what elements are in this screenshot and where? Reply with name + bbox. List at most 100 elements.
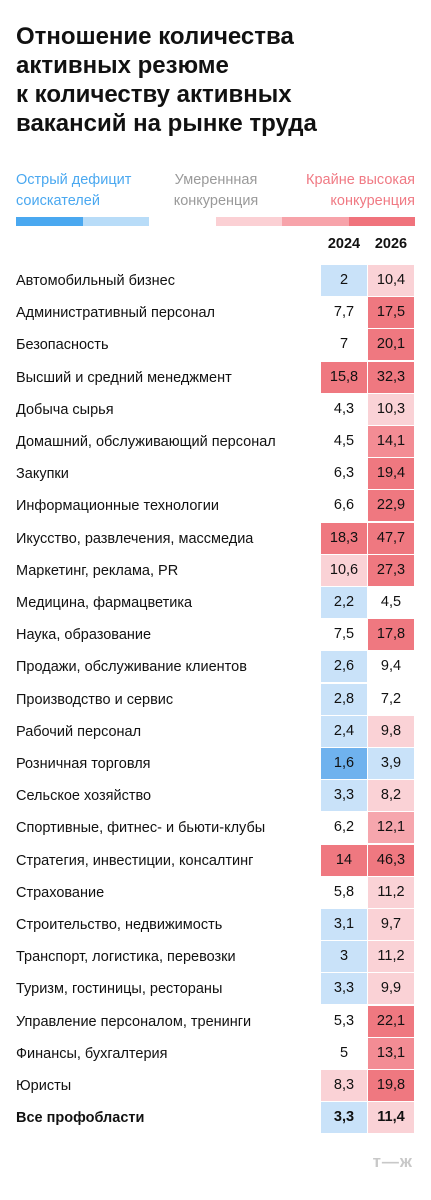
cell: 7,7 <box>321 297 367 329</box>
row-label: Добыча сырья <box>16 401 114 418</box>
cell: 2,2 <box>321 587 367 618</box>
cell: 18,3 <box>321 522 367 554</box>
legend-bar-segment <box>149 217 216 226</box>
row-label: Все профобласти <box>16 1110 145 1127</box>
cell: 5,8 <box>321 876 367 908</box>
row-label: Маркетинг, реклама, PR <box>16 562 179 579</box>
logo: т—ж <box>372 1152 413 1171</box>
cell: 14,1 <box>368 426 414 457</box>
cell: 6,2 <box>321 812 367 844</box>
cell: 19,4 <box>368 458 414 490</box>
row-label: Финансы, бухгалтерия <box>16 1045 168 1062</box>
title-line: Отношение количества <box>16 23 294 50</box>
cell: 7 <box>321 329 367 361</box>
cell: 3 <box>321 941 367 973</box>
cell: 20,1 <box>368 329 414 361</box>
cell: 47,7 <box>368 522 414 554</box>
cell: 4,5 <box>368 587 414 618</box>
row-label: Административный персонал <box>16 305 215 322</box>
row-label: Строительство, недвижимость <box>16 917 223 933</box>
cell: 3,3 <box>321 1102 367 1134</box>
legend-label: соискателей <box>16 193 100 209</box>
legend-label: конкуренция <box>173 193 259 209</box>
cell: 17,8 <box>368 619 414 651</box>
cell: 10,3 <box>368 393 414 425</box>
cell: 10,4 <box>368 265 414 296</box>
cell: 13,1 <box>368 1037 414 1069</box>
row-label: Домашний, обслуживающий персонал <box>16 434 276 450</box>
cell: 2,4 <box>321 715 367 747</box>
row-label: Информационные технологии <box>16 498 219 515</box>
row-label: Транспорт, логистика, перевозки <box>16 949 236 966</box>
row-label: Страхование <box>16 884 105 901</box>
legend-label: Умереннная <box>174 172 258 188</box>
cell: 5,3 <box>321 1005 367 1037</box>
cell: 14 <box>321 844 367 876</box>
cell: 4,5 <box>321 426 367 457</box>
cell: 4,3 <box>321 393 367 425</box>
legend-bar-segment <box>215 217 282 226</box>
cell: 22,1 <box>368 1005 414 1037</box>
cell: 5 <box>321 1037 367 1069</box>
row-label: Медицина, фармацветика <box>16 595 193 611</box>
legend-label: Острый дефицит <box>16 172 132 188</box>
cell: 3,3 <box>321 780 367 812</box>
legend-label: конкуренция <box>330 193 415 209</box>
cell: 9,4 <box>368 651 414 683</box>
row-label: Высший и средний менеджмент <box>16 369 232 386</box>
cell: 1,6 <box>321 748 367 779</box>
row-label: Икусство, развлечения, массмедиа <box>16 530 254 547</box>
cell: 8,2 <box>368 780 414 812</box>
row-label: Розничная торговля <box>16 756 151 772</box>
cell: 2 <box>321 265 367 296</box>
legend-bar-segment <box>16 217 83 226</box>
title-line: вакансий на рынке труда <box>16 110 317 137</box>
cell: 46,3 <box>368 844 414 876</box>
cell: 3,3 <box>321 973 367 1005</box>
cell: 27,3 <box>368 554 414 586</box>
cell: 9,9 <box>368 973 414 1005</box>
row-label: Закупки <box>16 466 69 483</box>
cell: 17,5 <box>368 297 414 329</box>
column-header: 2024 <box>327 236 361 252</box>
cell: 11,4 <box>368 1102 414 1134</box>
row-label: Сельское хозяйство <box>16 788 152 805</box>
cell: 2,8 <box>321 683 367 715</box>
row-label: Спортивные, фитнес- и бьюти-клубы <box>16 820 266 837</box>
cell: 3,9 <box>368 748 414 779</box>
row-label: Управление персоналом, тренинги <box>16 1013 252 1030</box>
cell: 11,2 <box>368 941 414 973</box>
cell: 7,2 <box>368 683 414 715</box>
legend-bar-segment <box>82 217 149 226</box>
row-label: Стратегия, инвестиции, консалтинг <box>16 852 254 869</box>
cell: 2,6 <box>321 651 367 683</box>
legend-bar-segment <box>282 217 349 226</box>
cell: 9,7 <box>368 909 414 940</box>
row-label: Производство и сервис <box>16 691 174 708</box>
cell: 11,2 <box>368 876 414 908</box>
cell: 7,5 <box>321 619 367 651</box>
cell: 22,9 <box>368 490 414 522</box>
title-line: к количеству активных <box>16 81 292 108</box>
row-label: Автомобильный бизнес <box>16 273 175 289</box>
cell: 12,1 <box>368 812 414 844</box>
cell: 9,8 <box>368 715 414 747</box>
row-label: Юристы <box>16 1078 72 1094</box>
cell: 19,8 <box>368 1070 414 1101</box>
column-header: 2026 <box>374 236 408 252</box>
cell: 6,6 <box>321 490 367 522</box>
row-label: Рабочий персонал <box>16 723 142 740</box>
row-label: Наука, образование <box>16 627 152 644</box>
row-label: Безопасность <box>16 337 109 354</box>
cell: 6,3 <box>321 458 367 490</box>
cell: 32,3 <box>368 361 414 393</box>
legend-bar-segment <box>348 217 415 226</box>
cell: 10,6 <box>321 554 367 586</box>
row-label: Продажи, обслуживание клиентов <box>16 659 247 676</box>
title-line: активных резюме <box>16 52 229 79</box>
cell: 8,3 <box>321 1070 367 1101</box>
row-label: Туризм, гостиницы, рестораны <box>16 981 223 998</box>
cell: 3,1 <box>321 909 367 940</box>
legend-label: Крайне высокая <box>306 172 415 188</box>
